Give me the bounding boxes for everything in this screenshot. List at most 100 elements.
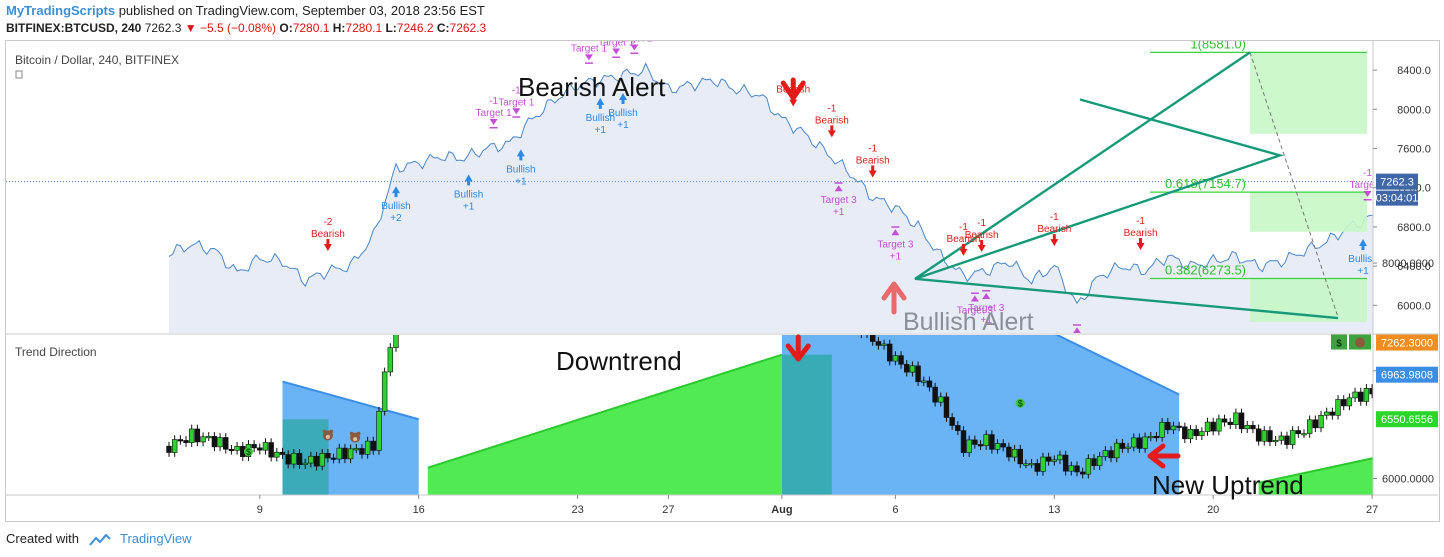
countdown-badge-text: 03:04:01: [1376, 193, 1419, 205]
bearish-value: -2: [323, 217, 332, 228]
candle-body: [926, 380, 933, 388]
target-arrow-icon: [970, 292, 979, 302]
fib-trend-line: [1249, 52, 1339, 318]
candle-body: [319, 453, 325, 467]
candle-body: [353, 448, 359, 451]
bullish-label: Bullish: [586, 113, 615, 124]
candle-body: [1210, 421, 1216, 432]
candle-body: [189, 428, 195, 443]
target-label: Target 3: [968, 303, 1005, 314]
bullish-value: +1: [463, 201, 475, 212]
candle-body: [892, 355, 899, 362]
new-uptrend-arrow-icon: [1147, 443, 1181, 469]
trend-value-badge: [1376, 411, 1438, 428]
candle-body: [1017, 448, 1023, 465]
time-tick-label: 27: [662, 504, 674, 516]
target-marker: Target 1-1: [598, 41, 635, 58]
symbol-header: BITFINEX:BTCUSD, 240 7262.3 ▼ −5.5 (−0.0…: [6, 21, 486, 35]
last-price-badge-text: 7262.3: [1380, 177, 1414, 189]
candle-body: [1000, 443, 1006, 448]
candle-body: [869, 335, 876, 342]
bearish-arrow-icon: [1050, 234, 1059, 247]
bullish-arrow-icon: [596, 97, 605, 109]
target-label: Target 3: [957, 305, 994, 316]
time-tick-label: 23: [571, 504, 583, 516]
bearish-value: -1: [868, 144, 877, 155]
bullish-signal: Bullish+1: [586, 97, 615, 136]
candle-body: [1261, 430, 1267, 442]
candle-body: [881, 343, 887, 346]
bullish-label: Bullish: [506, 164, 535, 175]
bullish-signal: Bullish+2: [381, 186, 411, 224]
price-change: ▼ −5.5 (−0.08%): [184, 21, 277, 35]
author-link[interactable]: MyTradingScripts: [6, 3, 116, 18]
candle-body: [296, 453, 303, 465]
bullish-alert-annotation: Bullish Alert: [903, 308, 1034, 336]
target-arrow-icon: [584, 54, 593, 64]
candle-body: [1244, 425, 1250, 430]
candle-body: [1136, 437, 1143, 449]
candle-body: [1051, 459, 1058, 462]
candle-body: [376, 410, 382, 451]
candle-body: [1102, 450, 1109, 457]
bullish-value: +1: [617, 120, 629, 131]
target-marker: Target 1-1: [571, 41, 608, 64]
price-tick-label: 6000.0: [1397, 300, 1431, 312]
target-label: Target 3: [877, 239, 914, 250]
trend-zone-edge: [282, 380, 419, 421]
last-price-badge: [1376, 173, 1418, 190]
candle-body: [342, 447, 348, 460]
target-marker: Target 1: [616, 41, 653, 55]
bearish-value: -1: [977, 218, 986, 229]
trend-value-badge-text: 6963.9808: [1381, 370, 1433, 382]
candle-body: [966, 439, 972, 453]
candle-body: [1227, 421, 1233, 425]
open-value: 7280.1: [292, 21, 330, 35]
bullish-label: Bullish: [454, 189, 483, 200]
bearish-signal: Bearish-2: [311, 217, 345, 251]
collapse-icon[interactable]: [15, 70, 23, 79]
bear-icon-snout: [353, 437, 358, 442]
candle-body: [898, 355, 904, 365]
target-arrow-icon: [630, 44, 639, 55]
price-tick-label: 6800.0: [1397, 222, 1431, 234]
candle-body: [1312, 419, 1319, 429]
created-with-text: Created with: [6, 531, 79, 546]
candle-body: [393, 335, 399, 348]
published-text: published on TradingView.com, September …: [118, 3, 485, 18]
candle-body: [938, 396, 944, 403]
candle-body: [1074, 465, 1080, 473]
target-arrow-icon: [512, 108, 521, 118]
target-value: +1: [890, 251, 902, 262]
target-value: -1: [512, 85, 521, 96]
dollar-icon-glyph: $: [1018, 399, 1023, 409]
bearish-arrow-icon: [1136, 238, 1145, 251]
candle-body: [1352, 391, 1358, 399]
candle-body: [904, 364, 910, 373]
target-marker: Target 3+1: [968, 290, 1005, 326]
target-marker: Target 1-1: [498, 85, 535, 118]
bullish-alert-arrow-icon: [881, 281, 907, 315]
candle-body: [1341, 399, 1347, 407]
fib-zone: [1250, 52, 1367, 134]
fib-level-label: 1(8581.0): [1190, 36, 1246, 51]
bearish-signal: Bearish-1: [856, 144, 890, 178]
bearish-arrow-icon: [959, 243, 968, 256]
target-label: Target 1: [571, 43, 608, 54]
bullish-value: +1: [595, 125, 607, 136]
bearish-signal: Bearish-1: [815, 103, 849, 138]
bearish-label: Bearish: [965, 230, 999, 241]
candle-body: [1114, 442, 1120, 459]
candle-body: [359, 448, 365, 455]
uptrend-zone: [427, 354, 782, 495]
trend-value-badge: [1376, 334, 1438, 351]
dollar-icon: [1015, 398, 1025, 408]
tradingview-link[interactable]: TradingView: [120, 531, 192, 546]
dollar-legend-glyph: $: [1336, 339, 1342, 350]
bullish-signal: Bullish+1: [1348, 239, 1373, 277]
candle-body: [177, 439, 184, 442]
candle-body: [330, 457, 337, 460]
target-label: Target 1: [1349, 180, 1386, 191]
candle-body: [1119, 442, 1126, 449]
